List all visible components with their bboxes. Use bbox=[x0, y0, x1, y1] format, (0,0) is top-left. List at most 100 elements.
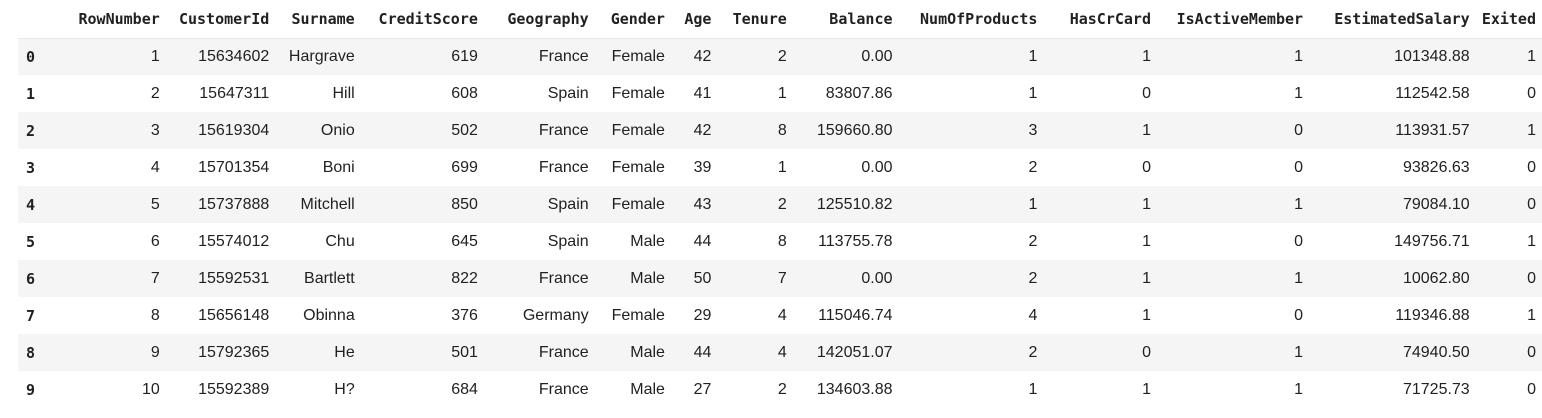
table-cell: 15647311 bbox=[199, 84, 270, 102]
table-cell: 159660.80 bbox=[816, 121, 893, 139]
table-cell: 101348.88 bbox=[1394, 47, 1470, 65]
table-cell: 7 bbox=[150, 269, 160, 287]
table-cell: Obinna bbox=[303, 306, 355, 324]
table-cell: 4 bbox=[777, 306, 787, 324]
column-header: EstimatedSalary bbox=[1309, 1, 1476, 39]
column-header: CreditScore bbox=[360, 1, 484, 39]
table-cell: 1 bbox=[1294, 269, 1304, 287]
table-cell: 83807.86 bbox=[825, 84, 893, 102]
column-header: Tenure bbox=[717, 1, 793, 39]
table-cell: 1 bbox=[1142, 47, 1151, 65]
header-row: RowNumber CustomerId Surname CreditScore… bbox=[18, 1, 1542, 39]
table-cell: 1 bbox=[1527, 121, 1536, 139]
table-cell: France bbox=[538, 380, 589, 398]
table-row: 4 5 15737888 Mitchell 850 Spain Female 43 2 12551… bbox=[18, 186, 1542, 223]
table-cell: Mitchell bbox=[300, 195, 355, 213]
table-cell: Germany bbox=[522, 306, 589, 324]
row-index: 6 bbox=[26, 269, 36, 288]
table-cell: 1 bbox=[1294, 343, 1304, 361]
table-cell: 15656148 bbox=[198, 306, 270, 324]
table-cell: 1 bbox=[777, 84, 787, 102]
column-header: RowNumber bbox=[53, 1, 166, 39]
column-header: Age bbox=[670, 1, 718, 39]
table-cell: Spain bbox=[547, 232, 589, 250]
table-cell: Male bbox=[630, 343, 665, 361]
column-header: NumOfProducts bbox=[898, 1, 1044, 39]
table-cell: 15592389 bbox=[198, 380, 270, 398]
table-cell: 79084.10 bbox=[1402, 195, 1470, 213]
table-cell: 5 bbox=[150, 195, 160, 213]
table-cell: 29 bbox=[693, 306, 712, 324]
table-cell: 1 bbox=[1142, 195, 1151, 213]
table-cell: Female bbox=[611, 158, 665, 176]
table-cell: 74940.50 bbox=[1402, 343, 1470, 361]
table-cell: 1 bbox=[1028, 380, 1038, 398]
table-cell: 2 bbox=[777, 195, 787, 213]
table-cell: Male bbox=[630, 380, 665, 398]
table-cell: 608 bbox=[451, 84, 478, 102]
table-cell: Female bbox=[611, 84, 665, 102]
row-index: 5 bbox=[26, 232, 36, 251]
table-cell: 2 bbox=[1028, 232, 1038, 250]
table-cell: 1 bbox=[1294, 380, 1304, 398]
table-cell: Male bbox=[630, 269, 665, 287]
table-cell: 9 bbox=[150, 343, 160, 361]
table-cell: 8 bbox=[150, 306, 160, 324]
table-cell: France bbox=[538, 121, 589, 139]
table-cell: 44 bbox=[693, 232, 712, 250]
table-cell: 1 bbox=[1527, 47, 1536, 65]
column-header: Balance bbox=[792, 1, 899, 39]
table-cell: 1 bbox=[1142, 306, 1151, 324]
table-cell: 149756.71 bbox=[1394, 232, 1470, 250]
table-cell: 8 bbox=[777, 232, 787, 250]
table-cell: 27 bbox=[693, 380, 712, 398]
table-cell: 93826.63 bbox=[1402, 158, 1470, 176]
table-cell: 8 bbox=[777, 121, 787, 139]
table-cell: Hargrave bbox=[288, 47, 355, 65]
table-cell: 0 bbox=[1294, 306, 1304, 324]
table-cell: 142051.07 bbox=[816, 343, 893, 361]
table-row: 0 1 15634602 Hargrave 619 France Female 42 2 0.00… bbox=[18, 38, 1542, 75]
table-cell: 41 bbox=[693, 84, 712, 102]
table-cell: 15634602 bbox=[198, 47, 270, 65]
table-cell: 15619304 bbox=[198, 121, 270, 139]
table-cell: 1 bbox=[1527, 306, 1536, 324]
table-cell: 3 bbox=[150, 121, 160, 139]
table-cell: 1 bbox=[1142, 121, 1151, 139]
table-cell: 1 bbox=[150, 47, 160, 65]
column-header: IsActiveMember bbox=[1157, 1, 1310, 39]
table-cell: H? bbox=[334, 380, 355, 398]
table-cell: 15737888 bbox=[198, 195, 270, 213]
row-index: 1 bbox=[26, 84, 36, 103]
table-cell: 119346.88 bbox=[1395, 306, 1470, 324]
table-cell: 2 bbox=[777, 47, 787, 65]
table-cell: 0.00 bbox=[861, 158, 893, 176]
table-cell: 0 bbox=[1527, 269, 1536, 287]
table-cell: 1 bbox=[777, 158, 787, 176]
table-cell: France bbox=[538, 343, 589, 361]
table-cell: 0 bbox=[1527, 195, 1536, 213]
table-cell: Chu bbox=[325, 232, 355, 250]
table-body: 0 1 15634602 Hargrave 619 France Female 42 2 0.00… bbox=[18, 38, 1542, 408]
table-cell: 1 bbox=[1527, 232, 1536, 250]
table-cell: France bbox=[538, 269, 589, 287]
table-cell: 0.00 bbox=[861, 47, 893, 65]
row-index: 0 bbox=[26, 47, 36, 66]
table-cell: 2 bbox=[1028, 343, 1038, 361]
table-cell: 0 bbox=[1527, 343, 1536, 361]
table-cell: 645 bbox=[451, 232, 478, 250]
table-cell: 4 bbox=[1028, 306, 1038, 324]
table-cell: 134603.88 bbox=[816, 380, 893, 398]
table-cell: 1 bbox=[1142, 380, 1151, 398]
table-cell: 15792365 bbox=[198, 343, 270, 361]
table-cell: 10062.80 bbox=[1402, 269, 1470, 287]
table-cell: He bbox=[334, 343, 355, 361]
table-cell: 1 bbox=[1294, 47, 1304, 65]
column-header: Gender bbox=[594, 1, 671, 39]
table-cell: 0 bbox=[1294, 121, 1304, 139]
table-cell: 10 bbox=[141, 380, 160, 398]
table-row: 7 8 15656148 Obinna 376 Germany Female 29 4 11504… bbox=[18, 297, 1542, 334]
table-cell: 42 bbox=[693, 121, 712, 139]
table-cell: 0 bbox=[1527, 84, 1536, 102]
row-index: 9 bbox=[26, 380, 36, 399]
